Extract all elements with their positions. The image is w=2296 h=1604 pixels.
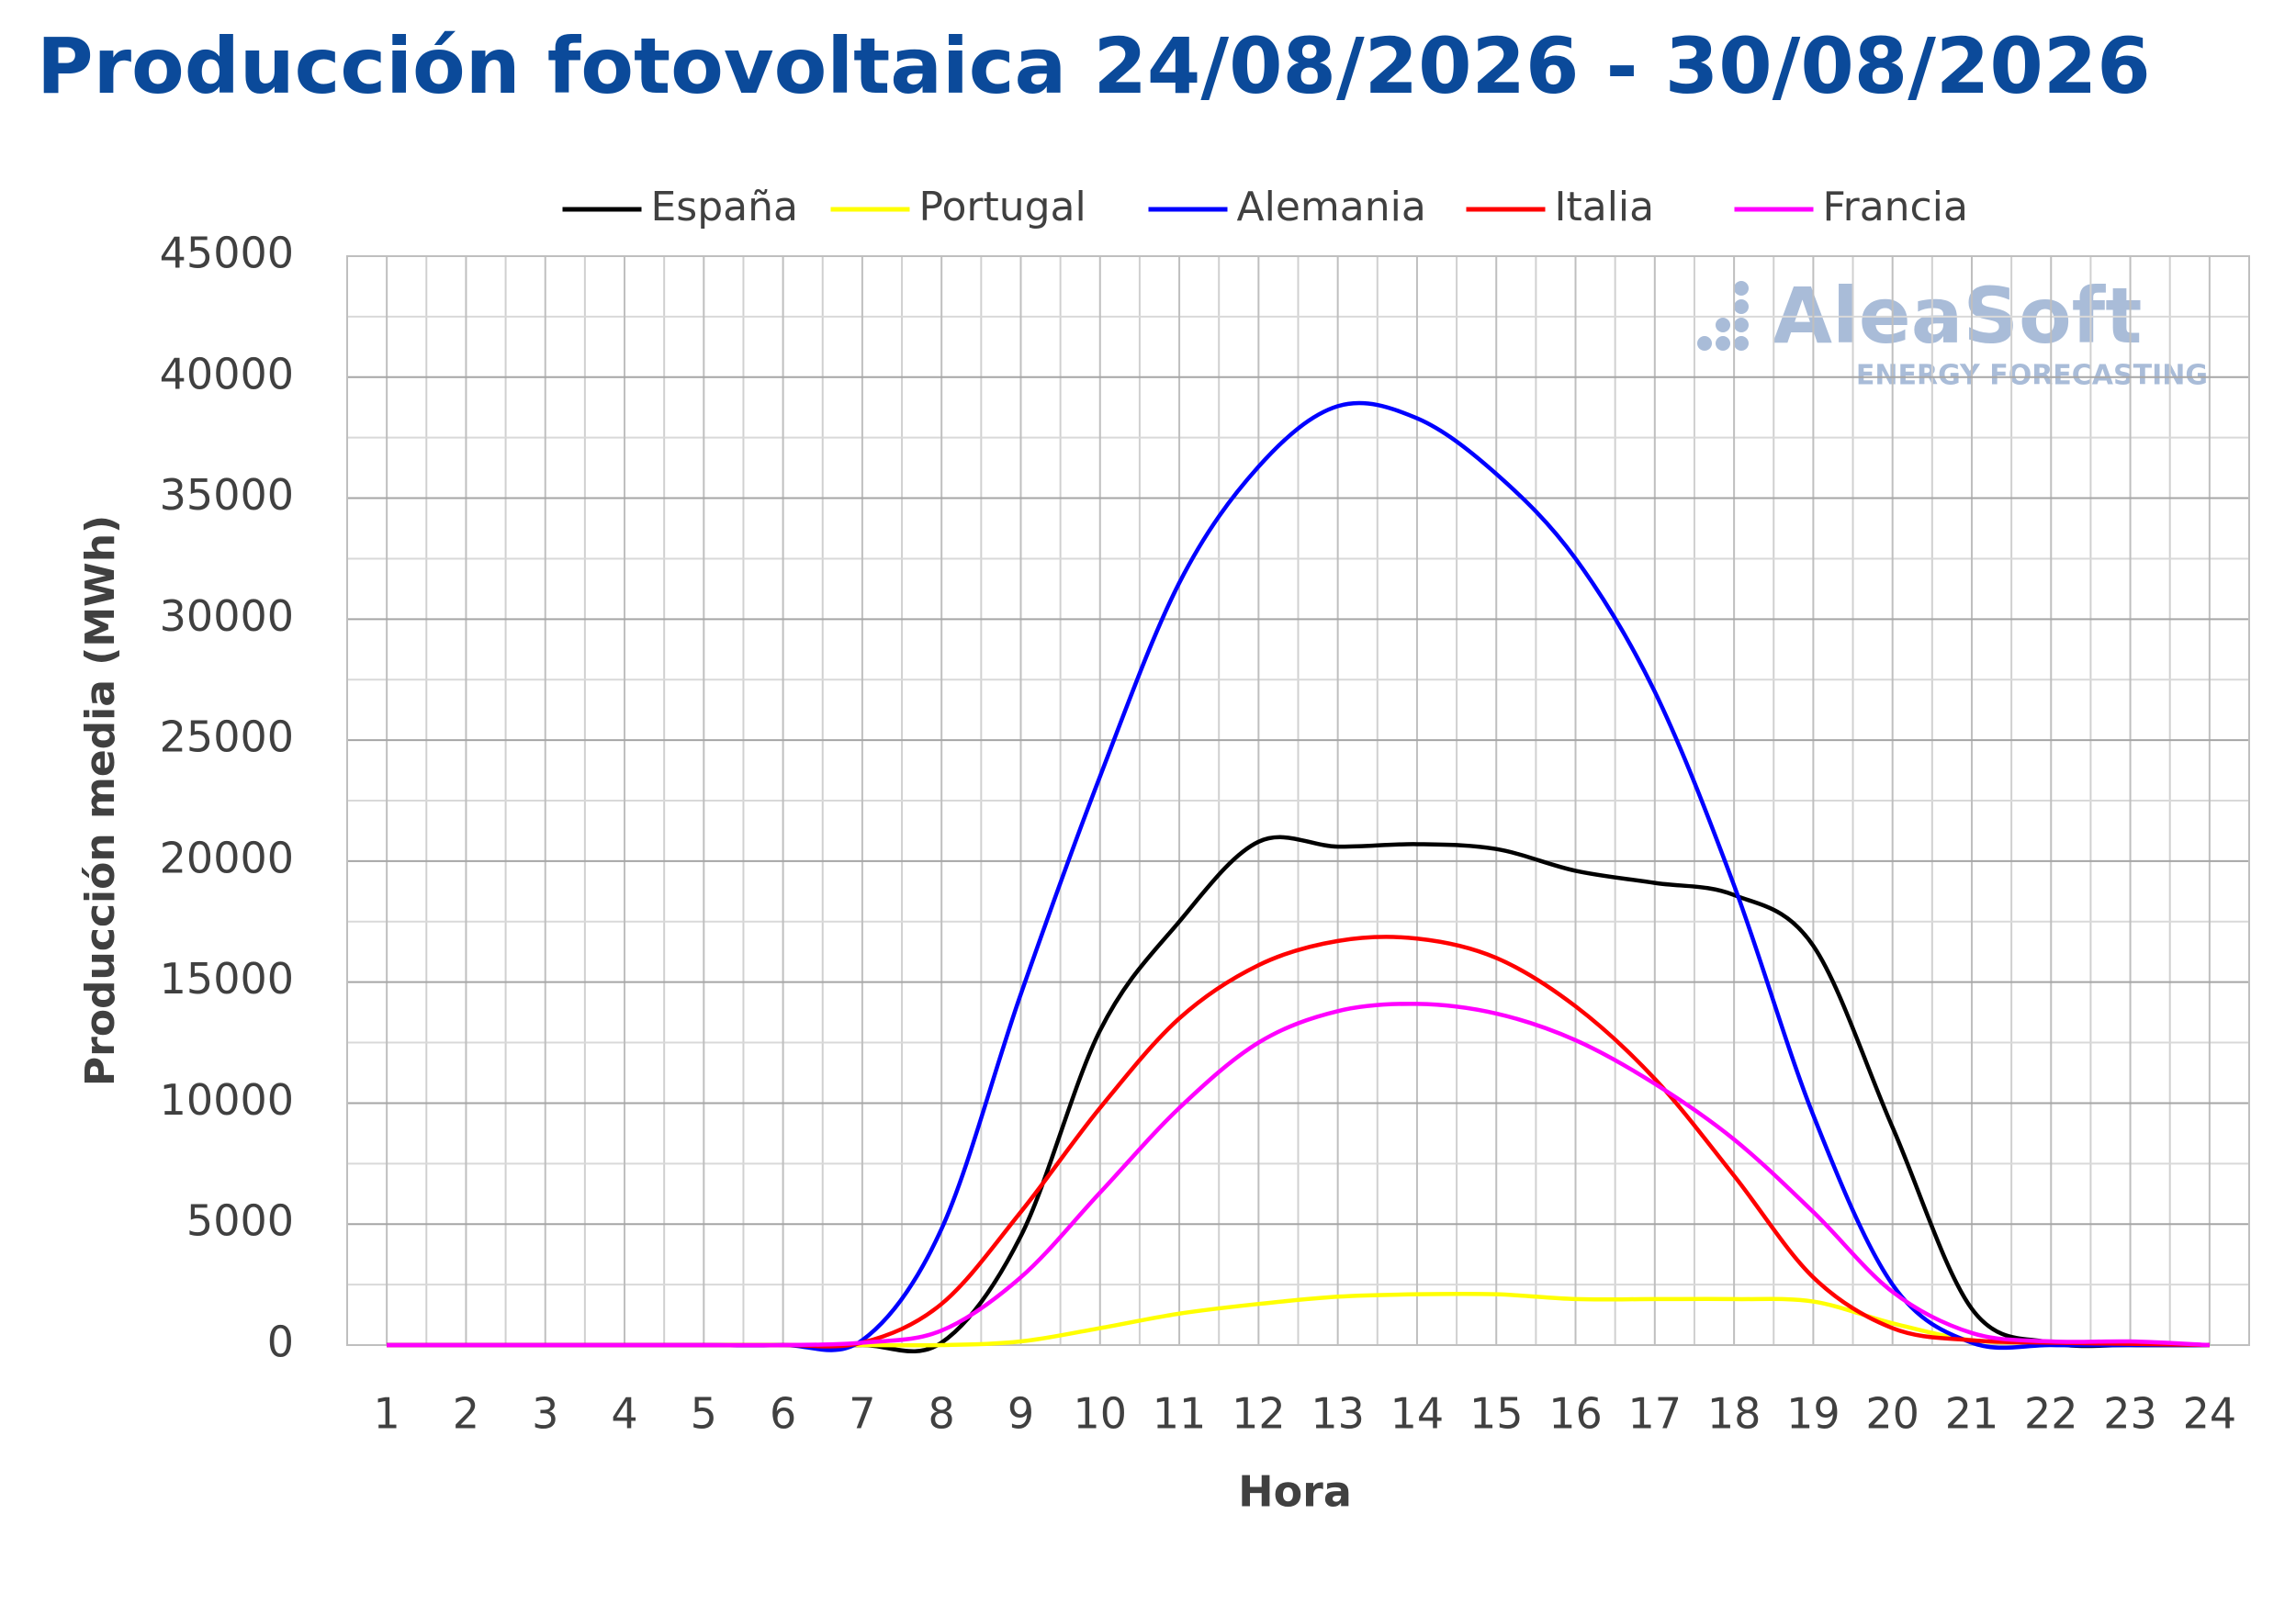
y-tick-label: 15000	[160, 954, 294, 1004]
x-tick-label: 15	[1469, 1389, 1524, 1439]
watermark-tagline: ENERGY FORECASTING	[1856, 360, 2208, 392]
y-tick-label: 40000	[160, 349, 294, 398]
x-tick-label: 8	[929, 1389, 955, 1439]
y-tick-label: 30000	[160, 591, 294, 641]
y-tick-label: 20000	[160, 833, 294, 882]
x-tick-label: 10	[1073, 1389, 1127, 1439]
x-tick-label: 22	[2024, 1389, 2078, 1439]
x-tick-label: 7	[849, 1389, 875, 1439]
legend: España Portugal Alemania Italia Francia	[562, 184, 1968, 230]
x-tick-label: 5	[691, 1389, 717, 1439]
x-tick-label: 2	[453, 1389, 479, 1439]
x-tick-label: 19	[1786, 1389, 1840, 1439]
x-tick-label: 4	[611, 1389, 637, 1439]
x-tick-label: 11	[1153, 1389, 1207, 1439]
chart-title: Producción fotovoltaica 24/08/2026 - 30/…	[37, 21, 2151, 111]
x-tick-label: 14	[1390, 1389, 1445, 1439]
legend-label: Italia	[1555, 184, 1655, 230]
series-line	[387, 1002, 2210, 1348]
legend-label: España	[651, 184, 798, 230]
x-tick-label: 23	[2103, 1389, 2157, 1439]
x-tick-label: 3	[532, 1389, 558, 1439]
legend-label: Alemania	[1237, 184, 1426, 230]
y-axis-title: Producción media (MWh)	[77, 515, 124, 1086]
x-tick-label: 18	[1707, 1389, 1761, 1439]
watermark-logo	[1697, 281, 1749, 351]
x-tick-label: 17	[1628, 1389, 1683, 1439]
x-tick-label: 20	[1865, 1389, 1919, 1439]
x-tick-label: 6	[770, 1389, 796, 1439]
y-tick-label: 35000	[160, 470, 294, 520]
x-tick-label: 16	[1548, 1389, 1603, 1439]
x-axis-title: Hora	[1238, 1467, 1352, 1517]
x-tick-label: 24	[2183, 1389, 2237, 1439]
y-tick-label: 45000	[160, 229, 294, 278]
plot-frame	[346, 255, 2250, 1346]
x-tick-label: 21	[1945, 1389, 1999, 1439]
legend-label: Portugal	[919, 184, 1086, 230]
legend-label: Francia	[1823, 184, 1968, 230]
y-tick-label: 5000	[186, 1196, 294, 1246]
x-tick-label: 1	[374, 1389, 400, 1439]
x-tick-label: 13	[1311, 1389, 1365, 1439]
y-tick-label: 0	[267, 1318, 294, 1367]
x-tick-label: 9	[1007, 1389, 1034, 1439]
y-tick-label: 10000	[160, 1075, 294, 1125]
y-tick-label: 25000	[160, 712, 294, 762]
x-tick-label: 12	[1232, 1389, 1286, 1439]
